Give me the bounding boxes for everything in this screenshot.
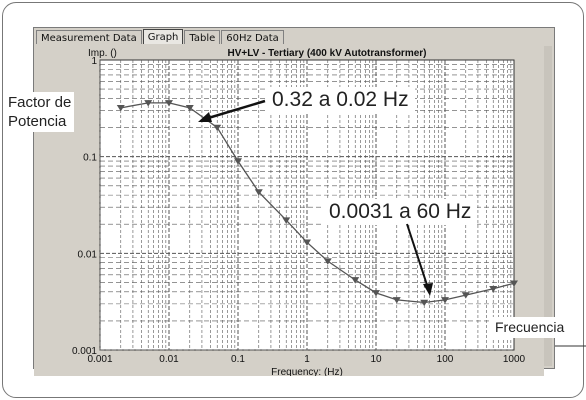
data-point-marker: [323, 258, 332, 265]
data-point-marker: [510, 280, 518, 287]
data-point-marker: [420, 299, 429, 307]
callout-low-frequency: 0.32 a 0.02 Hz: [266, 87, 415, 113]
data-point-marker: [185, 105, 194, 112]
arrow-low-head: [198, 112, 212, 122]
tab-graph[interactable]: Graph: [142, 29, 184, 46]
series-line: [120, 102, 515, 304]
x-tick-label: 0.01: [159, 354, 179, 365]
callout-60hz: 0.0031 a 60 Hz: [323, 199, 478, 225]
data-point-marker: [489, 285, 498, 293]
data-point-marker: [116, 105, 125, 112]
x-tick-label: 100: [437, 354, 454, 365]
factor-line-2: Potencia: [8, 113, 67, 130]
data-point-marker: [441, 297, 449, 304]
arrow-60hz-line: [406, 223, 429, 289]
x-tick-label: 0.1: [231, 354, 245, 365]
x-axis-label: Frequency: (Hz): [271, 367, 343, 376]
tab-60hz-data[interactable]: 60Hz Data: [221, 30, 284, 45]
data-point-marker: [303, 239, 311, 246]
frecuencia-label: Frecuencia: [492, 317, 568, 338]
y-tick-label: 0.01: [78, 249, 98, 260]
arrow-60hz-head: [423, 283, 433, 296]
factor-line-1: Factor de: [8, 94, 72, 111]
tab-table[interactable]: Table: [184, 30, 221, 45]
data-point-marker: [144, 100, 153, 107]
x-tick-label: 10: [370, 354, 382, 365]
data-point-marker: [282, 217, 291, 224]
data-point-marker: [165, 100, 173, 107]
data-point-marker: [213, 124, 222, 132]
data-point-marker: [254, 189, 263, 196]
chart-title: HV+LV - Tertiary (400 kV Autotransformer…: [227, 48, 426, 59]
y-tick-label: 0.001: [72, 346, 97, 357]
x-tick-label: 0.001: [87, 354, 112, 365]
x-tick-label: 1: [304, 354, 310, 365]
y-axis-label: Imp. (): [88, 48, 117, 59]
tab-bar: Measurement Data Graph Table 60Hz Data: [36, 29, 285, 46]
data-point-marker: [392, 297, 401, 304]
data-point-marker: [372, 290, 380, 297]
data-point-marker: [461, 292, 470, 299]
data-point-marker: [351, 277, 360, 284]
tab-measurement-data[interactable]: Measurement Data: [36, 30, 142, 45]
x-tick-label: 1000: [503, 354, 526, 365]
data-point-marker: [234, 158, 242, 165]
arrow-low-line: [204, 99, 266, 121]
y-tick-label: 0.1: [83, 153, 97, 164]
y-tick-label: 1: [91, 56, 97, 67]
factor-de-potencia-label: Factor de Potencia: [5, 92, 75, 132]
